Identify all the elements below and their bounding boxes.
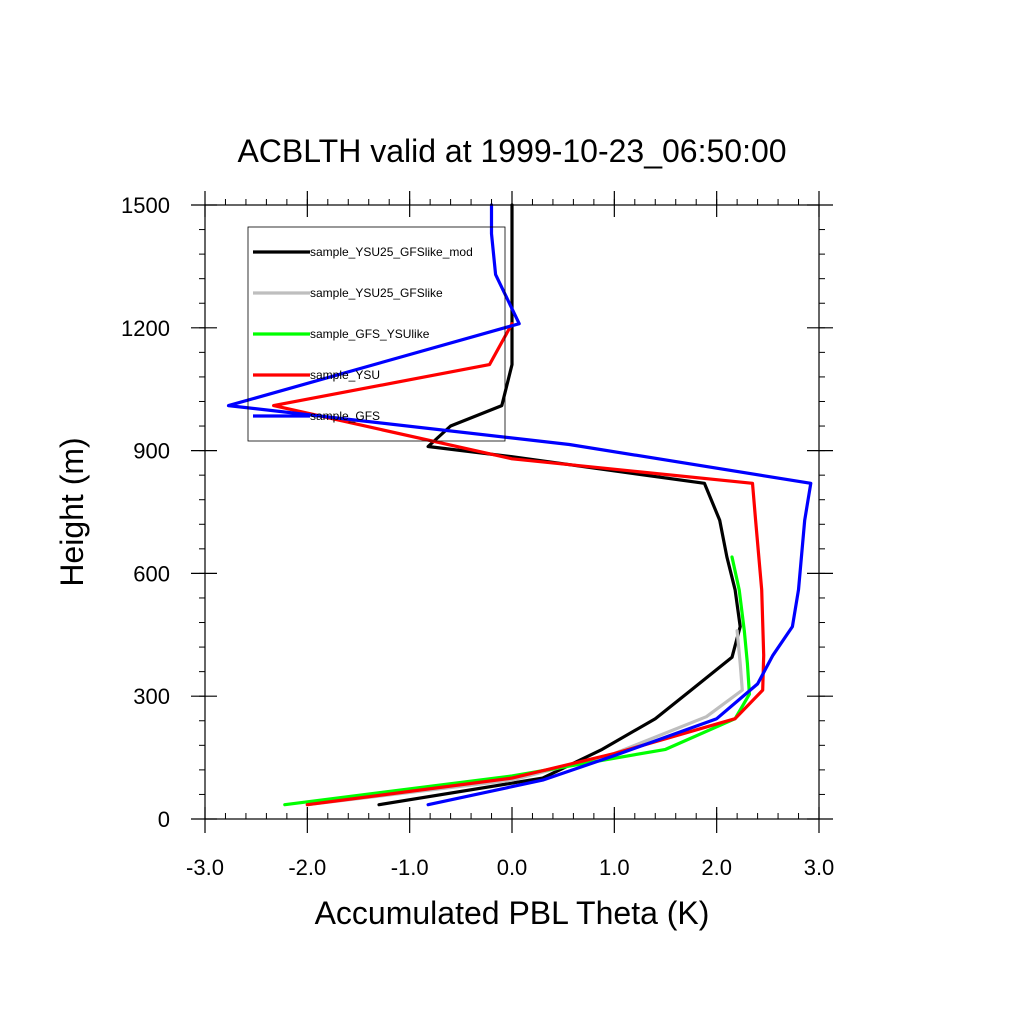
legend-label-5: sample_GFS (310, 409, 380, 423)
legend-label-4: sample_YSU (310, 368, 380, 382)
plot-frame: -3.0 -2.0 -1.0 0.0 1.0 2.0 3.0 0 300 600 900 1200 15… (121, 191, 834, 880)
y-axis-label: Height (m) (54, 437, 90, 586)
series-line-3 (283, 555, 752, 807)
x-axis-label: Accumulated PBL Theta (K) (315, 895, 710, 931)
y-tick-label: 1200 (121, 316, 170, 341)
y-tick-label: 1500 (121, 193, 170, 218)
y-tick-label: 300 (133, 684, 170, 709)
chart-title: ACBLTH valid at 1999-10-23_06:50:00 (237, 133, 786, 169)
legend-label-3: sample_GFS_YSUlike (310, 327, 430, 341)
x-tick-label: -1.0 (391, 855, 429, 880)
x-tick-label: -2.0 (288, 855, 326, 880)
x-tick-label: 3.0 (804, 855, 835, 880)
legend-label-2: sample_YSU25_GFSlike (310, 286, 443, 300)
x-tick-label: -3.0 (186, 855, 224, 880)
x-tick-label: 2.0 (701, 855, 732, 880)
y-tick-label: 600 (133, 561, 170, 586)
legend-label-1: sample_YSU25_GFSlike_mod (310, 245, 473, 259)
legend-box (247, 226, 506, 442)
series-line-4 (272, 322, 766, 807)
y-tick-label: 0 (158, 807, 170, 832)
legend: sample_YSU25_GFSlike_mod sample_YSU25_GFS… (247, 226, 506, 442)
series-line-1 (377, 203, 742, 807)
y-tick-label: 900 (133, 439, 170, 464)
series-layer (226, 203, 813, 807)
series-line-2 (305, 629, 744, 807)
x-tick-label: 0.0 (497, 855, 528, 880)
x-tick-label: 1.0 (599, 855, 630, 880)
series-line-5 (226, 203, 813, 807)
